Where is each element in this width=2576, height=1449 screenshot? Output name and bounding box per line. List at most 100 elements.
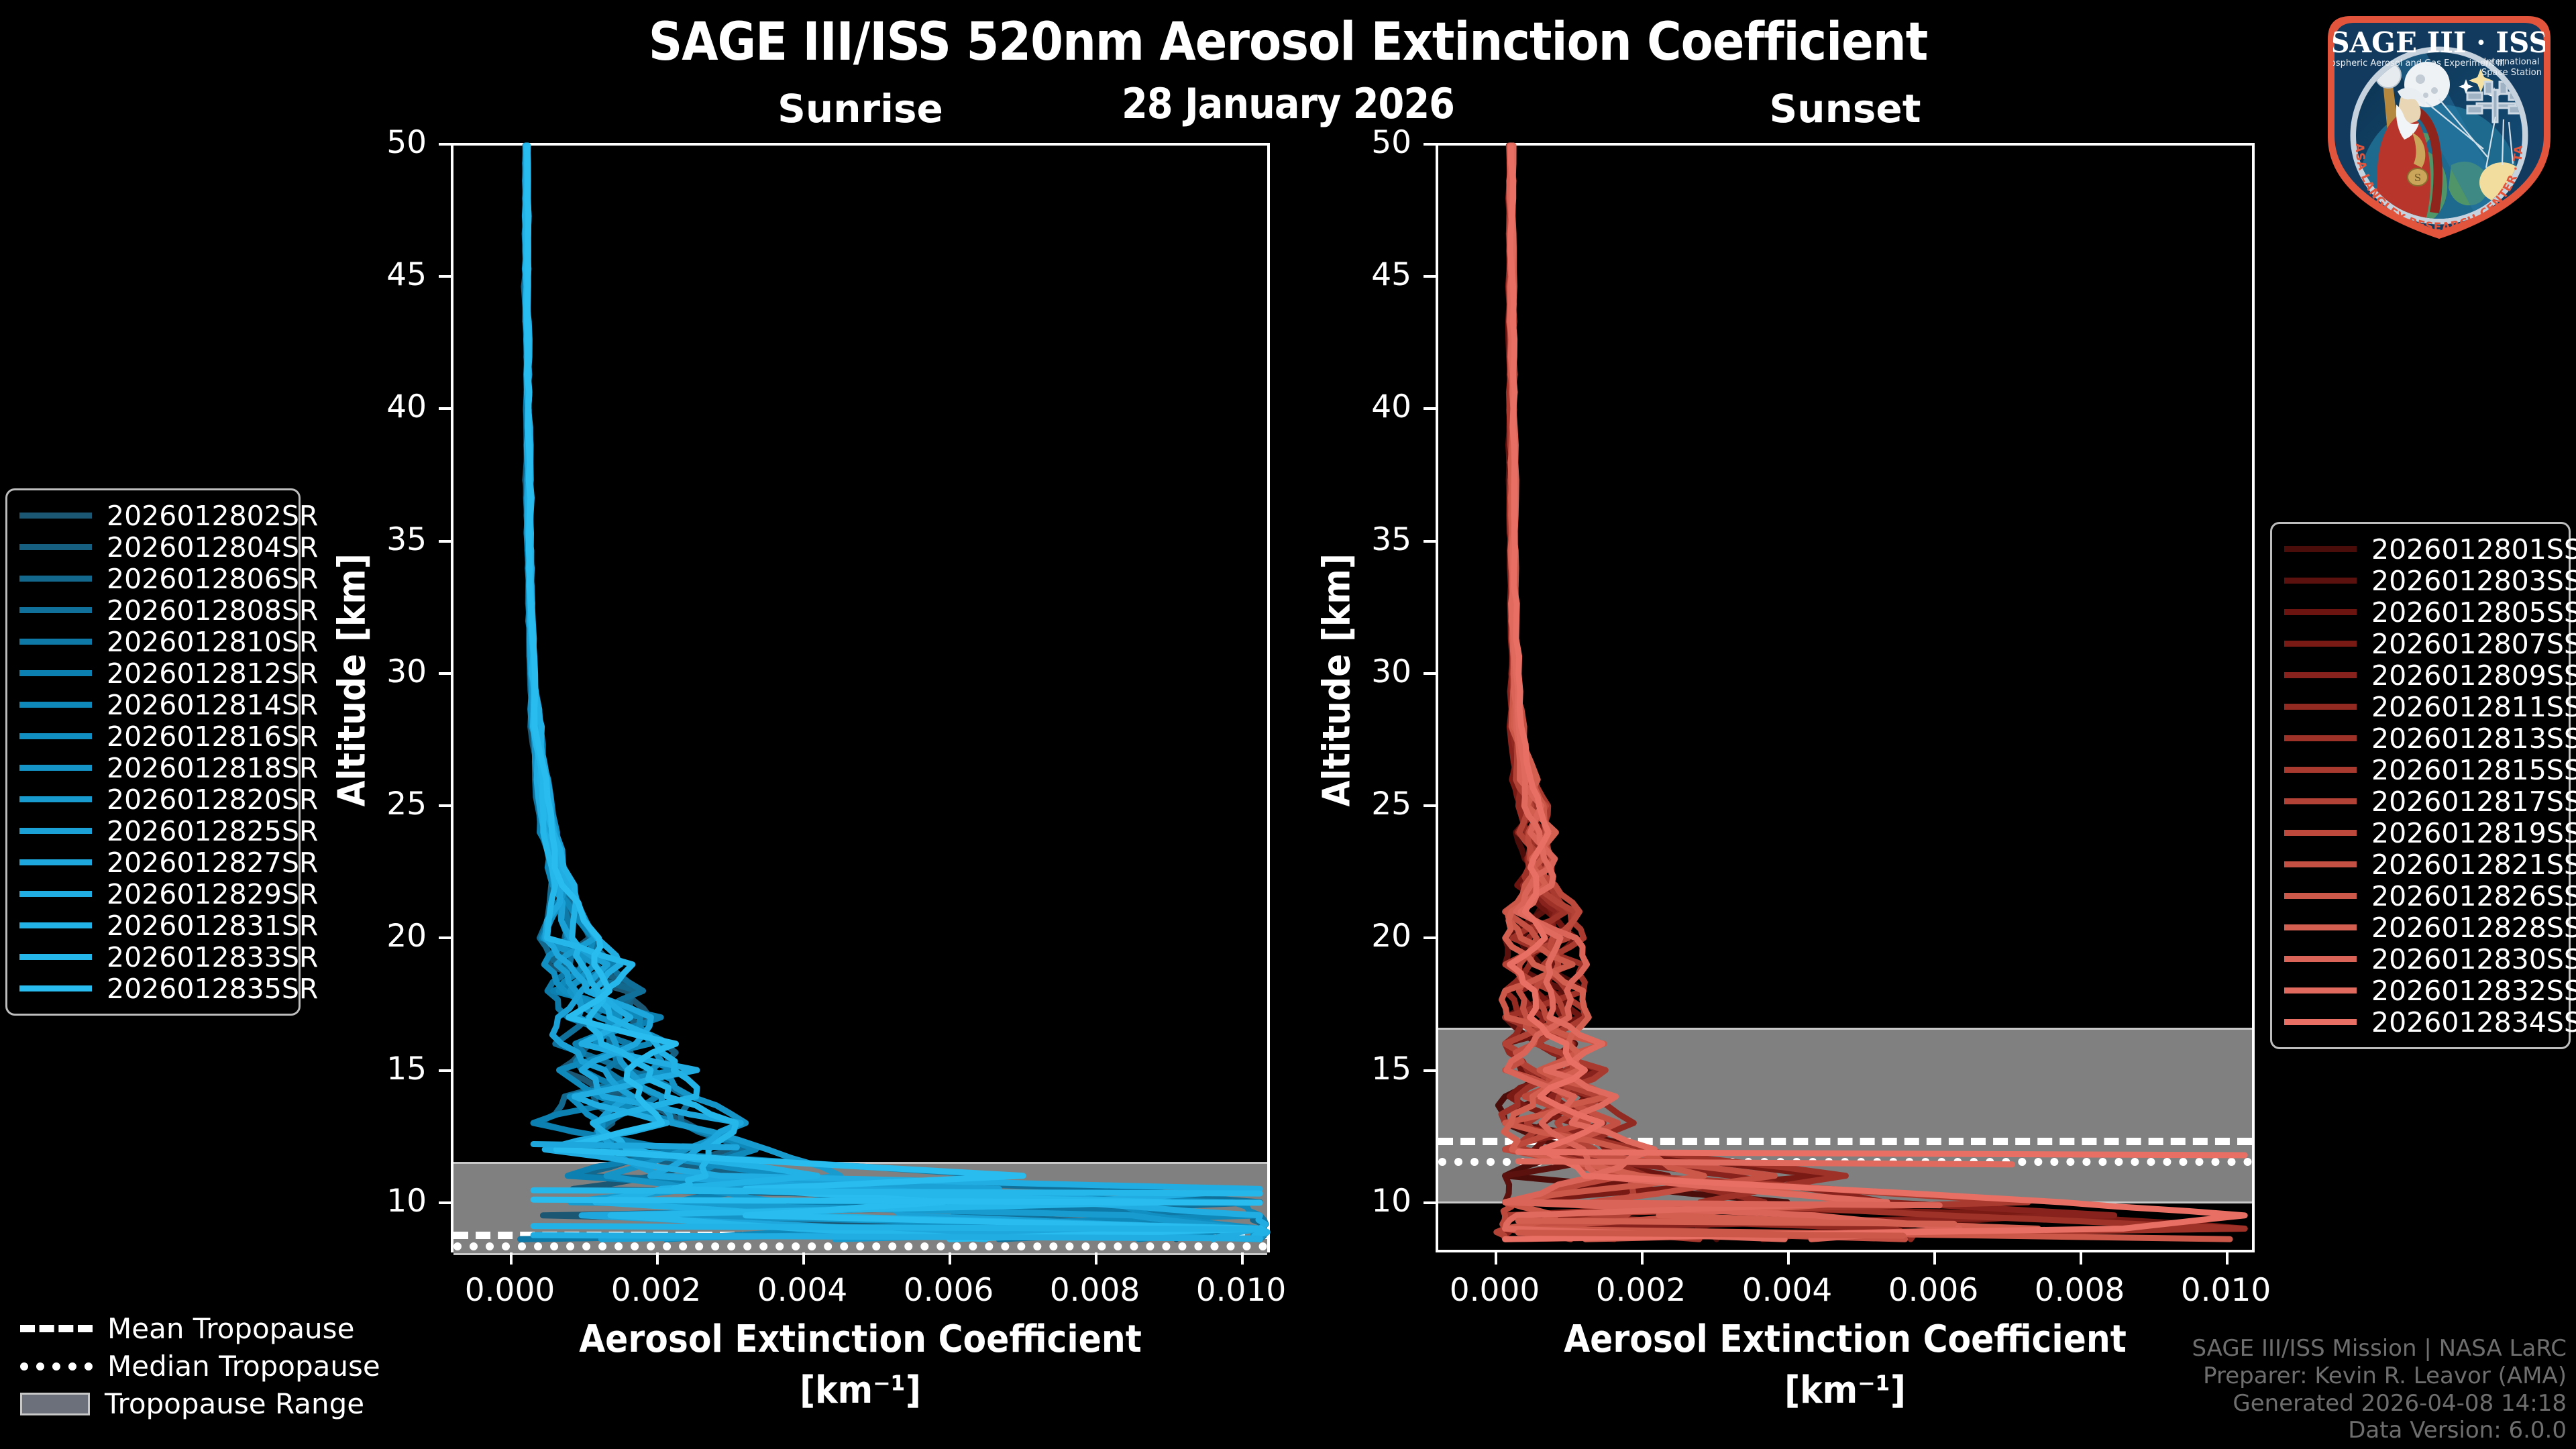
- legend-item[interactable]: 2026012815SS: [2284, 754, 2576, 786]
- gray-band-swatch-icon: [20, 1392, 90, 1415]
- sunrise-ytick-label-45: 45: [386, 256, 427, 293]
- legend-color-swatch-icon: [19, 607, 92, 613]
- legend-label: 2026012808SR: [107, 594, 319, 627]
- legend-color-swatch-icon: [19, 859, 92, 865]
- credits-block: SAGE III/ISS Mission | NASA LaRC Prepare…: [2192, 1335, 2567, 1444]
- legend-item[interactable]: 2026012809SS: [2284, 659, 2576, 692]
- legend-label: 2026012806SR: [107, 562, 319, 595]
- legend-item[interactable]: 2026012810SR: [19, 626, 318, 658]
- legend-label: 2026012805SS: [2371, 596, 2576, 629]
- sunset-ytick-label-25: 25: [1371, 786, 1411, 822]
- legend-item[interactable]: 2026012821SS: [2284, 849, 2576, 881]
- legend-item[interactable]: 2026012801SS: [2284, 533, 2576, 566]
- legend-color-swatch-icon: [2284, 956, 2357, 962]
- legend-item[interactable]: 2026012802SR: [19, 500, 318, 532]
- legend-item[interactable]: 2026012830SS: [2284, 943, 2576, 975]
- legend-label: 2026012829SR: [107, 877, 319, 910]
- dotted-line-icon: [20, 1362, 93, 1371]
- sunrise-xtick-label-5: 0.010: [1195, 1272, 1287, 1309]
- legend-item[interactable]: 2026012817SS: [2284, 786, 2576, 818]
- legend-label: 2026012802SR: [107, 499, 319, 532]
- legend-item[interactable]: 2026012825SR: [19, 815, 318, 847]
- legend-label: 2026012812SR: [107, 657, 319, 690]
- legend-label: 2026012828SS: [2371, 911, 2576, 944]
- legend-color-swatch-icon: [2284, 578, 2357, 584]
- profile-curve-spike: [1515, 1218, 1957, 1227]
- legend-label: 2026012817SS: [2371, 785, 2576, 818]
- panel-label-sunrise: Sunrise: [777, 86, 943, 131]
- legend-item[interactable]: 2026012804SR: [19, 531, 318, 564]
- legend-label: 2026012814SR: [107, 688, 319, 721]
- legend-color-swatch-icon: [19, 639, 92, 645]
- legend-item[interactable]: 2026012818SR: [19, 752, 318, 784]
- profile-curve: [524, 142, 1263, 1242]
- credits-line-version: Data Version: 6.0.0: [2348, 1417, 2567, 1444]
- legend-item[interactable]: 2026012812SR: [19, 657, 318, 690]
- sunset-ytick-label-15: 15: [1371, 1051, 1411, 1087]
- sunrise-xtick-label-1: 0.002: [610, 1272, 702, 1309]
- sunset-xtick-label-0: 0.000: [1449, 1272, 1540, 1309]
- legend-item[interactable]: 2026012834SS: [2284, 1006, 2576, 1038]
- legend-color-swatch-icon: [19, 765, 92, 771]
- legend-item[interactable]: 2026012833SR: [19, 941, 318, 973]
- legend-color-swatch-icon: [19, 796, 92, 802]
- legend-item[interactable]: 2026012803SS: [2284, 565, 2576, 597]
- legend-item[interactable]: 2026012835SR: [19, 973, 318, 1005]
- sunset-xtick-label-3: 0.006: [1888, 1272, 1979, 1309]
- legend-item[interactable]: 2026012814SR: [19, 689, 318, 721]
- logo-subtitle-right-2: Space Station: [2481, 68, 2542, 78]
- sunrise-xtick-label-4: 0.008: [1049, 1272, 1140, 1309]
- sunset-x-axis-units: [km⁻¹]: [1436, 1368, 2255, 1412]
- profile-curve-spike: [530, 1141, 740, 1150]
- legend-item[interactable]: 2026012808SR: [19, 594, 318, 627]
- sunrise-ytick-label-10: 10: [386, 1183, 427, 1220]
- logo-subtitle-right-1: International: [2484, 57, 2540, 67]
- profile-curve: [523, 142, 1174, 1242]
- logo-subtitle-left: Stratospheric Aerosol and Gas Experiment…: [2309, 58, 2505, 68]
- legend-item[interactable]: 2026012827SR: [19, 847, 318, 879]
- legend-item[interactable]: 2026012831SR: [19, 910, 318, 942]
- legend-item[interactable]: 2026012816SR: [19, 720, 318, 753]
- legend-color-swatch-icon: [19, 922, 92, 928]
- sunrise-median-tropopause-line: [453, 1242, 1267, 1250]
- legend-item[interactable]: 2026012811SS: [2284, 691, 2576, 723]
- sunrise-legend[interactable]: 2026012802SR 2026012804SR 2026012806SR 2026…: [5, 488, 318, 1016]
- legend-item[interactable]: 2026012826SS: [2284, 880, 2576, 912]
- sunset-ytick-label-35: 35: [1371, 521, 1411, 558]
- legend-color-swatch-icon: [19, 544, 92, 550]
- sunrise-ytick-label-25: 25: [386, 786, 427, 822]
- legend-item[interactable]: 2026012806SR: [19, 563, 318, 595]
- legend-item-tropopause-range[interactable]: Tropopause Range: [20, 1387, 380, 1420]
- credits-line-generated: Generated 2026-04-08 14:18: [2233, 1389, 2567, 1417]
- legend-color-swatch-icon: [2284, 609, 2357, 615]
- legend-label: 2026012815SS: [2371, 753, 2576, 786]
- sunset-plot-axes: [1436, 142, 2255, 1252]
- legend-item[interactable]: 2026012832SS: [2284, 975, 2576, 1007]
- legend-color-swatch-icon: [2284, 798, 2357, 804]
- sunrise-profile-curves: [517, 142, 1271, 1242]
- profile-curve-spike: [530, 1223, 1263, 1232]
- legend-label: 2026012826SS: [2371, 879, 2576, 912]
- profile-curve: [1502, 142, 2248, 1242]
- legend-label: 2026012801SS: [2371, 533, 2576, 566]
- legend-item[interactable]: 2026012828SS: [2284, 912, 2576, 944]
- legend-color-swatch-icon: [2284, 704, 2357, 710]
- legend-item[interactable]: 2026012807SS: [2284, 628, 2576, 660]
- profile-curve-spike: [530, 1196, 1263, 1206]
- legend-color-swatch-icon: [19, 828, 92, 834]
- sunrise-xtick-label-0: 0.000: [464, 1272, 555, 1309]
- legend-item[interactable]: 2026012813SS: [2284, 722, 2576, 755]
- legend-item[interactable]: 2026012829SR: [19, 878, 318, 910]
- legend-label: 2026012834SS: [2371, 1006, 2576, 1038]
- sunset-mean-tropopause-line: [1438, 1138, 2252, 1145]
- legend-item[interactable]: 2026012820SR: [19, 784, 318, 816]
- legend-item-mean-tropopause[interactable]: Mean Tropopause: [20, 1312, 380, 1345]
- legend-color-swatch-icon: [2284, 893, 2357, 899]
- sunset-legend[interactable]: 2026012801SS 2026012803SS 2026012805SS 2026…: [2270, 522, 2576, 1049]
- legend-item[interactable]: 2026012805SS: [2284, 596, 2576, 629]
- legend-item[interactable]: 2026012819SS: [2284, 817, 2576, 849]
- sunrise-x-axis-units-text: [km⁻¹]: [800, 1368, 921, 1412]
- legend-item-median-tropopause[interactable]: Median Tropopause: [20, 1350, 380, 1383]
- legend-color-swatch-icon: [19, 576, 92, 582]
- sunset-ytick-label-10: 10: [1371, 1183, 1411, 1220]
